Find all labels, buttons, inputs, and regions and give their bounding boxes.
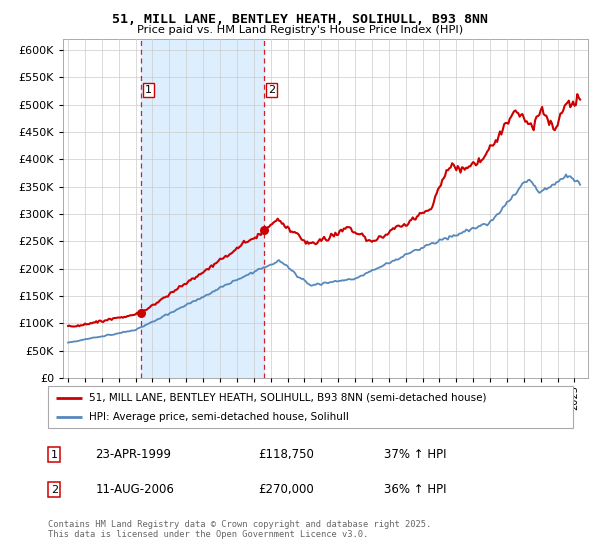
Text: 1: 1 — [51, 450, 58, 460]
Text: 37% ↑ HPI: 37% ↑ HPI — [384, 449, 446, 461]
Bar — [141, 39, 264, 378]
Text: 2: 2 — [268, 85, 275, 95]
Text: Contains HM Land Registry data © Crown copyright and database right 2025.
This d: Contains HM Land Registry data © Crown c… — [48, 520, 431, 539]
Text: £118,750: £118,750 — [258, 449, 314, 461]
Text: 51, MILL LANE, BENTLEY HEATH, SOLIHULL, B93 8NN: 51, MILL LANE, BENTLEY HEATH, SOLIHULL, … — [112, 13, 488, 26]
Text: 11-AUG-2006: 11-AUG-2006 — [95, 483, 174, 496]
Text: Price paid vs. HM Land Registry's House Price Index (HPI): Price paid vs. HM Land Registry's House … — [137, 25, 463, 35]
Text: 36% ↑ HPI: 36% ↑ HPI — [384, 483, 446, 496]
Text: 2: 2 — [51, 485, 58, 494]
Text: 51, MILL LANE, BENTLEY HEATH, SOLIHULL, B93 8NN (semi-detached house): 51, MILL LANE, BENTLEY HEATH, SOLIHULL, … — [89, 393, 487, 403]
Text: 1: 1 — [145, 85, 152, 95]
Text: HPI: Average price, semi-detached house, Solihull: HPI: Average price, semi-detached house,… — [89, 412, 349, 422]
Text: 23-APR-1999: 23-APR-1999 — [95, 449, 171, 461]
Text: £270,000: £270,000 — [258, 483, 314, 496]
